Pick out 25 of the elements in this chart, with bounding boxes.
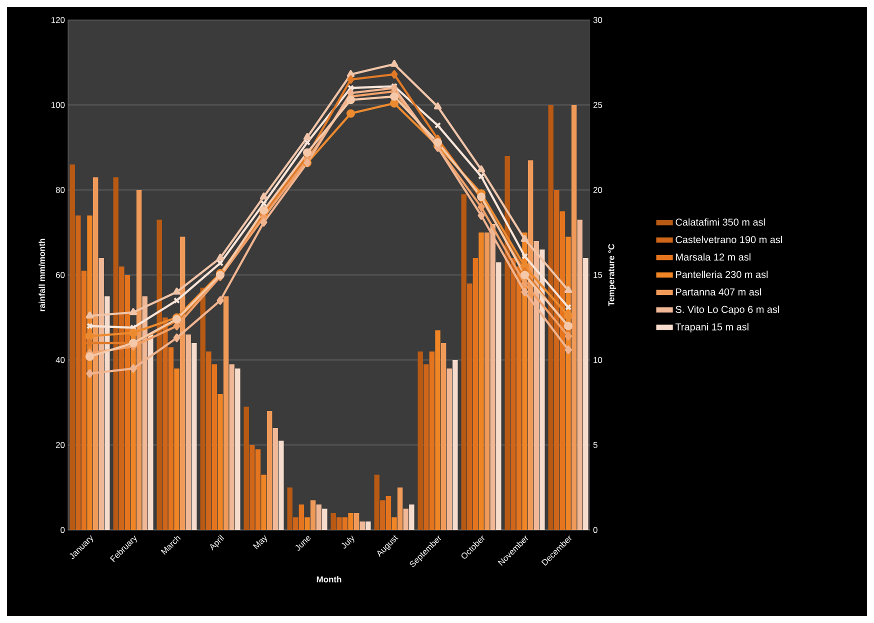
y2-tick-label: 5 (593, 442, 598, 448)
y2-axis-title: Temperature °C (608, 244, 616, 306)
y2-tick-label: 15 (594, 272, 602, 278)
y2-tick-label: 20 (593, 186, 602, 193)
legend-label: Trapani 15 m asl (675, 323, 748, 332)
legend-label: Castelvetrano 190 m asl (676, 236, 782, 244)
y-tick-label: 100 (52, 102, 65, 108)
y-tick-label: 60 (56, 272, 65, 278)
y-tick-label: 0 (60, 526, 65, 533)
legend-label: Calatafimi 350 m asl (676, 218, 765, 226)
legend-label: S. Vito Lo Capo 6 m asl (676, 306, 780, 315)
x-axis-title: Month (316, 576, 342, 582)
x-tick-label: July (342, 535, 354, 549)
y-tick-label: 20 (56, 442, 65, 448)
y-tick-label: 120 (52, 16, 65, 23)
y-tick-label: 40 (56, 356, 65, 363)
y2-tick-label: 0 (593, 526, 598, 533)
legend-label: Partanna 407 m asl (676, 288, 761, 296)
y2-tick-label: 10 (594, 356, 602, 363)
y-tick-label: 80 (56, 186, 65, 193)
y2-tick-label: 25 (593, 102, 602, 108)
y-axis-title: rainfall mm/month (38, 238, 46, 312)
y2-tick-label: 30 (593, 16, 602, 23)
legend-label: Marsala 12 m asl (676, 253, 750, 261)
legend-label: Pantelleria 230 m asl (676, 270, 768, 278)
